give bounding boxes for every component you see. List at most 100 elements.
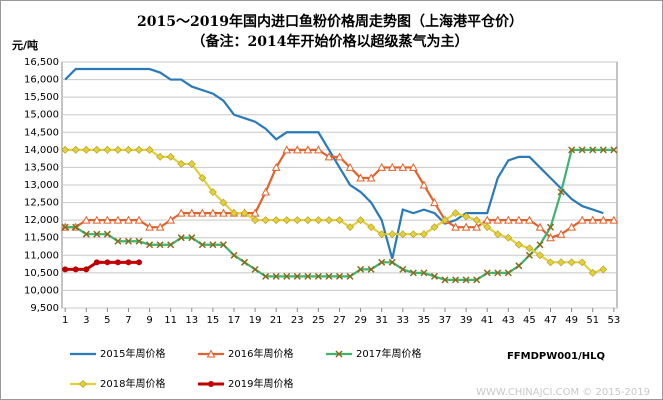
x-tick-label: 31 [375, 315, 388, 326]
marker [546, 258, 555, 267]
marker [219, 198, 228, 207]
marker [388, 258, 396, 266]
marker [398, 230, 407, 239]
marker [292, 145, 302, 154]
marker [325, 272, 333, 280]
y-tick-label: 11,500 [24, 233, 59, 244]
marker [504, 269, 512, 277]
x-tick-label: 25 [312, 315, 325, 326]
y-tick-label: 16,500 [24, 57, 59, 68]
marker [462, 212, 471, 221]
marker [472, 222, 482, 231]
x-tick-label: 35 [418, 315, 431, 326]
marker [134, 215, 144, 224]
marker [209, 241, 217, 249]
marker [71, 145, 80, 154]
marker [208, 381, 214, 387]
marker [503, 215, 513, 224]
marker [251, 265, 259, 273]
marker [483, 223, 492, 232]
marker [504, 233, 513, 242]
marker [92, 215, 102, 224]
marker [72, 266, 79, 273]
series-line [65, 148, 604, 275]
marker [314, 272, 322, 280]
marker [187, 208, 197, 217]
marker [462, 276, 470, 284]
marker [419, 180, 429, 189]
marker [567, 258, 576, 267]
marker [79, 380, 87, 388]
marker [610, 146, 618, 154]
x-tick-label: 23 [291, 315, 304, 326]
y-tick-label: 12,500 [24, 198, 59, 209]
x-tick-label: 53 [607, 315, 620, 326]
marker [177, 159, 186, 168]
marker [293, 272, 301, 280]
marker [230, 209, 238, 218]
marker [599, 265, 608, 274]
x-tick-label: 15 [207, 315, 220, 326]
marker [230, 251, 238, 259]
marker [166, 215, 176, 224]
marker [589, 146, 597, 154]
x-tick-label: 41 [481, 315, 494, 326]
x-tick-label: 45 [523, 315, 536, 326]
legend-label: 2017年周价格 [356, 347, 421, 360]
marker [303, 216, 312, 225]
x-tick-label: 7 [125, 315, 131, 326]
marker [335, 272, 344, 280]
marker [609, 215, 619, 224]
y-tick-label: 15,000 [24, 110, 59, 121]
marker [324, 152, 334, 161]
marker [282, 216, 291, 225]
x-tick-label: 5 [104, 315, 110, 326]
marker [452, 276, 460, 284]
marker [483, 269, 491, 277]
marker [346, 223, 354, 232]
marker [208, 208, 218, 217]
marker [261, 216, 270, 225]
marker [61, 145, 70, 154]
marker [473, 276, 481, 284]
marker [335, 152, 344, 161]
marker [240, 209, 249, 218]
marker [588, 215, 598, 224]
marker [103, 215, 112, 224]
marker [124, 237, 133, 245]
marker [377, 230, 386, 239]
series [61, 145, 608, 277]
marker [345, 162, 355, 171]
marker [335, 350, 343, 358]
marker [598, 215, 608, 224]
marker [557, 188, 565, 196]
marker [451, 209, 460, 218]
marker [208, 188, 217, 196]
x-tick-label: 21 [270, 315, 283, 326]
marker [83, 266, 90, 273]
x-tick-label: 9 [146, 315, 152, 326]
marker [536, 251, 544, 260]
x-tick-label: 17 [228, 315, 241, 326]
marker [588, 268, 597, 277]
x-tick-label: 49 [565, 315, 578, 326]
x-tick-label: 43 [502, 315, 515, 326]
marker [568, 146, 576, 154]
marker [441, 216, 449, 225]
marker [282, 145, 292, 154]
marker [398, 162, 408, 171]
marker [335, 216, 344, 225]
marker [577, 215, 587, 224]
marker [145, 222, 154, 231]
y-tick-label: 13,000 [24, 180, 59, 191]
x-tick-label: 11 [164, 315, 177, 326]
marker [156, 152, 165, 161]
marker [356, 216, 365, 225]
marker [272, 272, 280, 280]
marker [420, 269, 428, 277]
marker [72, 223, 80, 231]
marker [514, 240, 523, 249]
marker [125, 259, 132, 266]
marker [314, 216, 323, 225]
marker [409, 162, 418, 171]
